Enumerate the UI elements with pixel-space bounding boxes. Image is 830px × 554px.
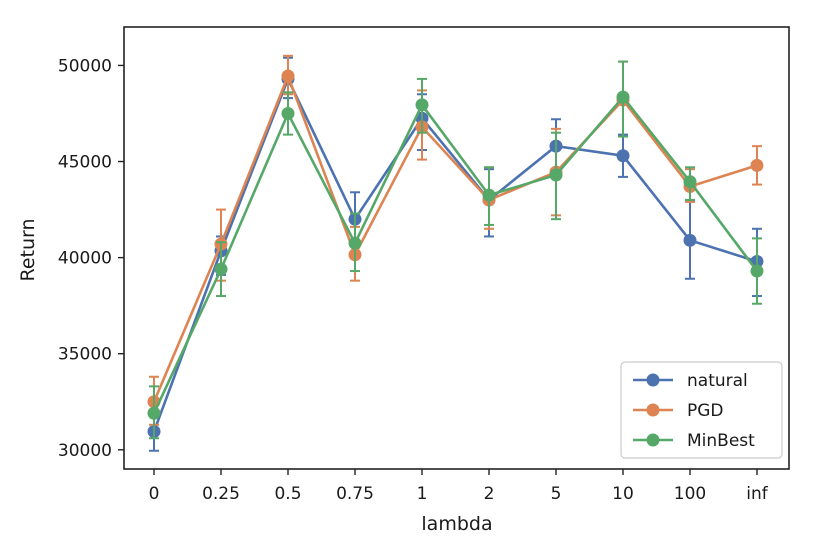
legend: natural PGD MinBest <box>620 361 783 459</box>
y-tick-label: 35000 <box>58 345 112 365</box>
legend-label: PGD <box>687 401 724 421</box>
legend-label: natural <box>687 371 748 391</box>
data-point <box>750 264 764 278</box>
x-tick-label: 2 <box>484 484 495 504</box>
x-tick-label: inf <box>746 484 768 504</box>
series-line <box>152 95 759 414</box>
x-tick-label: 0 <box>149 484 160 504</box>
data-point <box>348 236 362 250</box>
legend-box <box>620 361 783 459</box>
x-tick-label: 100 <box>674 484 706 504</box>
y-tick-label: 50000 <box>58 56 112 76</box>
data-point <box>549 168 563 182</box>
y-tick-label: 45000 <box>58 153 112 173</box>
x-tick-label: 10 <box>612 484 634 504</box>
data-point <box>214 262 228 276</box>
data-point <box>482 188 496 202</box>
series-line <box>152 72 758 403</box>
legend-label: MinBest <box>687 431 755 451</box>
series-minbest <box>147 60 764 440</box>
series-line <box>152 75 758 432</box>
legend-marker <box>646 433 660 447</box>
data-point <box>750 158 764 172</box>
plot-frame <box>123 26 790 470</box>
legend-marker <box>646 373 660 387</box>
data-point <box>281 69 295 83</box>
x-tick-label: 0.75 <box>336 484 374 504</box>
x-axis-label: lambda <box>421 513 492 535</box>
plot-area <box>123 26 790 470</box>
data-point <box>147 406 161 420</box>
x-tick-label: 0.5 <box>274 484 301 504</box>
x-tick-label: 5 <box>551 484 562 504</box>
axis-ticks: 0 0.25 0.5 0.75 1 2 5 10 100 inf 30000 35000 40000 45… <box>58 56 769 504</box>
y-tick-label: 40000 <box>58 249 112 269</box>
data-point <box>683 175 697 189</box>
data-point <box>616 149 630 163</box>
data-point <box>281 106 295 120</box>
x-tick-label: 1 <box>417 484 428 504</box>
x-tick-label: 0.25 <box>202 484 240 504</box>
series-group <box>147 54 764 452</box>
y-tick-label: 30000 <box>58 441 112 461</box>
data-point <box>683 233 697 247</box>
legend-marker <box>646 403 660 417</box>
data-point <box>616 90 630 104</box>
data-point <box>415 98 429 112</box>
y-axis-label: Return <box>17 218 39 281</box>
